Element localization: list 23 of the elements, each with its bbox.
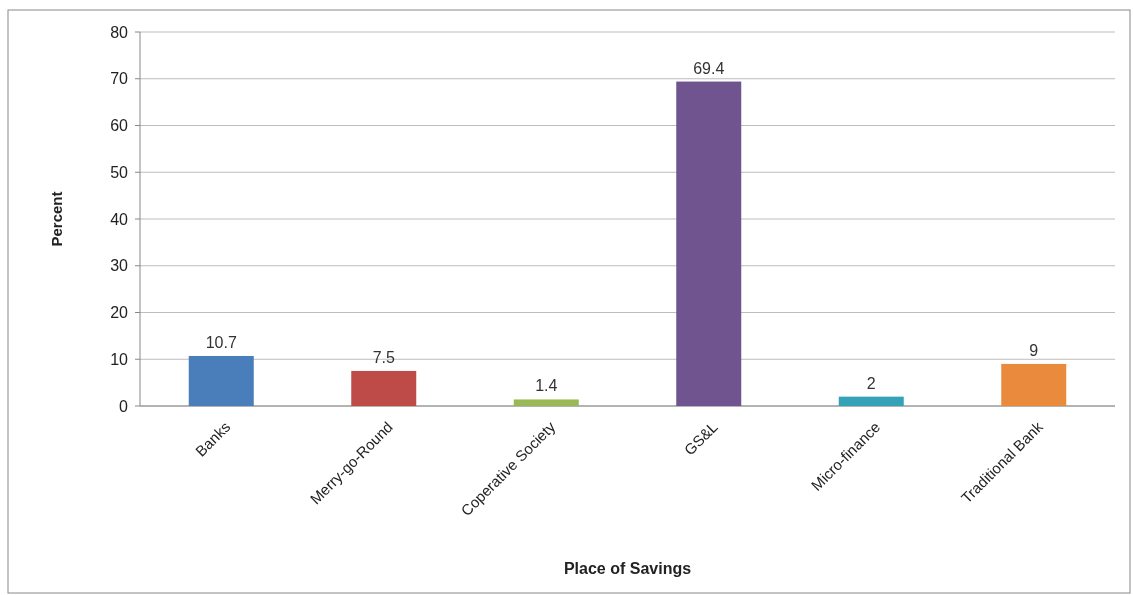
data-label: 2 (866, 374, 876, 392)
data-label: 1.4 (535, 377, 558, 395)
bar (513, 399, 579, 406)
data-label: 69.4 (693, 59, 725, 77)
y-tick-label: 50 (110, 163, 129, 181)
data-label: 9 (1029, 341, 1039, 359)
bar (188, 355, 254, 406)
y-tick-label: 60 (110, 117, 129, 135)
y-tick-label: 10 (110, 350, 129, 368)
y-tick-label: 30 (110, 257, 129, 275)
bar (1001, 363, 1067, 406)
y-axis-title: Percent (48, 191, 65, 247)
y-tick-label: 20 (110, 304, 129, 322)
bar (351, 370, 417, 406)
y-tick-label: 40 (110, 210, 129, 228)
x-axis-title: Place of Savings (563, 560, 692, 577)
bar (838, 396, 904, 406)
data-label: 10.7 (205, 333, 237, 351)
y-tick-label: 0 (119, 397, 129, 415)
y-tick-label: 80 (110, 23, 129, 41)
data-label: 7.5 (372, 348, 395, 366)
bar (676, 81, 742, 406)
y-tick-label: 70 (110, 70, 129, 88)
